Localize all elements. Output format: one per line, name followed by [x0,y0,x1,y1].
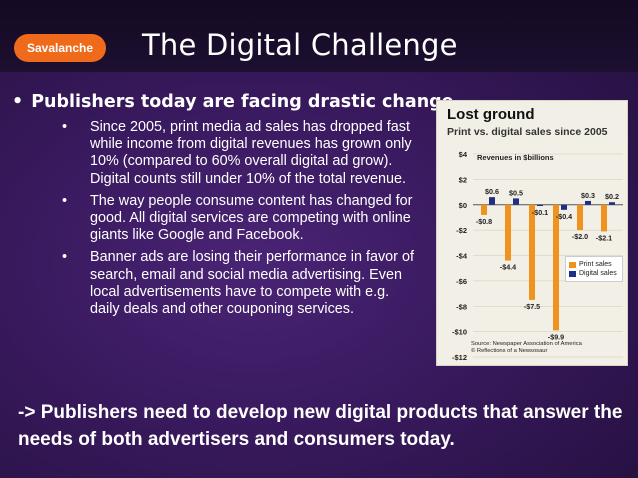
digital-value-label: -$0.1 [532,208,548,217]
digital-bar [513,198,519,205]
chart-legend: Print sales Digital sales [565,256,623,282]
conclusion-text: -> Publishers need to develop new digita… [18,402,623,450]
y-tick-label: $0 [459,201,467,210]
bullet-icon: • [62,119,68,135]
sub-bullet: • Banner ads are losing their performanc… [62,249,417,318]
digital-value-label: $0.5 [509,188,523,197]
sub-bullet-list: • Since 2005, print media ad sales has d… [62,119,417,323]
digital-value-label: $0.2 [605,192,619,201]
copyright-line: © Reflections of a Newsosaur [471,348,548,354]
legend-item-digital: Digital sales [569,270,619,277]
digital-value-label: $0.6 [485,187,499,196]
main-bullet: • Publishers today are facing drastic cha… [12,92,454,112]
print-bar [577,204,583,231]
print-bar [553,204,559,331]
y-tick-label: -$2 [456,226,467,235]
print-value-label: -$2.0 [572,232,588,241]
sub-bullet: • The way people consume content has cha… [62,193,417,245]
print-bar [505,204,511,261]
y-tick-label: $4 [459,150,468,159]
savalanche-logo: Savalanche [14,34,106,62]
main-bullet-text: Publishers today are facing drastic chan… [31,92,454,112]
y-tick-label: $2 [459,175,467,184]
chart-plot: $4 $2 $0 -$2 -$4 -$6 -$8 -$10 -$12 Revenues in $b… [452,150,623,362]
digital-value-label: $0.3 [581,191,595,200]
y-axis-label: Revenues in $billions [477,153,554,162]
source-line: Source: Newspaper Association of America [471,341,582,347]
y-tick-label: -$4 [456,252,468,261]
print-value-label: -$9.9 [548,332,564,341]
digital-bar [537,204,543,207]
print-value-label: -$0.8 [476,217,492,226]
digital-bar [489,197,495,205]
y-tick-label: -$6 [456,277,467,286]
print-bar [481,204,487,215]
bullet-icon: • [62,249,68,266]
digital-swatch [569,270,576,277]
legend-label: Print sales [579,261,612,268]
print-value-label: -$2.1 [596,233,612,242]
digital-bar [561,204,567,210]
sub-bullet-text: Since 2005, print media ad sales has dro… [90,119,412,187]
print-value-label: -$4.4 [500,263,516,272]
y-tick-label: -$10 [452,328,467,337]
print-bar [601,204,607,232]
digital-value-label: -$0.4 [556,212,572,221]
sub-bullet-text: Banner ads are losing their performance … [90,249,414,318]
legend-item-print: Print sales [569,261,619,268]
chart-source: Source: Newspaper Association of America… [471,341,582,355]
print-value-label: -$7.5 [524,302,540,311]
digital-bar [585,200,591,205]
digital-bar [609,202,615,205]
y-tick-label: -$12 [452,353,467,362]
lost-ground-chart: $4 $2 $0 -$2 -$4 -$6 -$8 -$10 -$12 Revenues in $b… [436,100,628,366]
print-bar [529,204,535,300]
sub-bullet-text: The way people consume content has chang… [90,192,413,244]
sub-bullet: • Since 2005, print media ad sales has d… [62,119,417,188]
y-tick-label: -$8 [456,302,467,311]
bullet-icon: • [12,92,24,112]
legend-label: Digital sales [579,270,617,277]
chart-title: Lost ground [447,106,535,123]
print-swatch [569,261,576,268]
bullet-icon: • [62,192,68,209]
slide-title: The Digital Challenge [142,28,458,62]
chart-subtitle: Print vs. digital sales since 2005 [447,126,608,138]
header-bar: Savalanche The Digital Challenge [0,0,638,72]
